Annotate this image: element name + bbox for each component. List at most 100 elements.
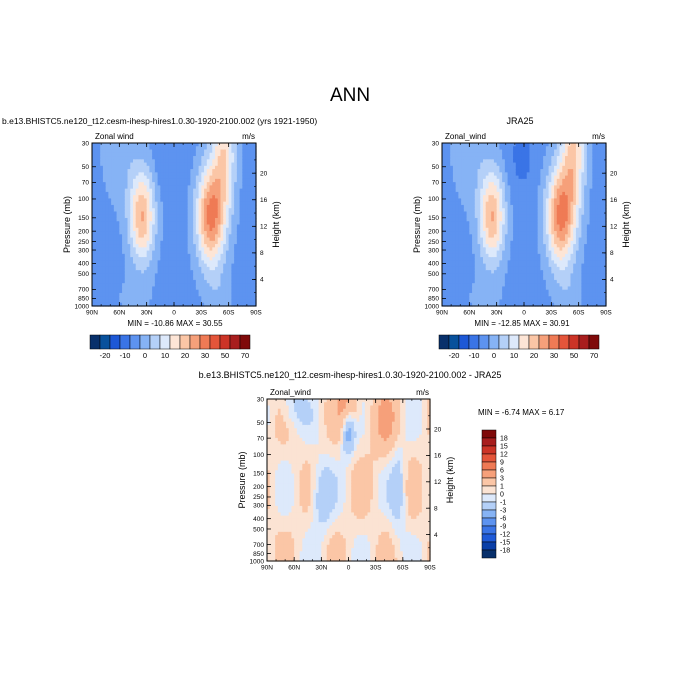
model-cell xyxy=(212,257,216,261)
model-cell xyxy=(111,244,115,248)
model-cell xyxy=(179,188,183,193)
model-cell xyxy=(231,260,235,265)
obs-cell xyxy=(499,257,503,261)
obs-cell xyxy=(442,178,446,183)
model-cell xyxy=(193,169,197,173)
model-cell xyxy=(190,263,194,268)
obs-cell xyxy=(499,260,503,265)
model-cell xyxy=(176,175,181,180)
obs-cell xyxy=(493,182,498,186)
model-cell xyxy=(217,185,222,190)
model-cell xyxy=(182,169,186,173)
model-cell xyxy=(228,208,232,213)
obs-cell xyxy=(496,169,500,173)
model-cell xyxy=(157,185,161,190)
model-cell xyxy=(108,178,112,183)
model-cell xyxy=(223,191,227,196)
obs-cell xyxy=(458,208,462,213)
obs-cell xyxy=(502,237,506,242)
model-cell xyxy=(236,250,241,255)
model-cell xyxy=(253,188,257,193)
obs-cell xyxy=(466,165,470,170)
model-cell xyxy=(225,286,230,291)
obs-cell xyxy=(488,143,492,147)
model-cell xyxy=(250,257,254,261)
model-cell xyxy=(143,270,148,274)
model-cell xyxy=(141,250,145,255)
obs-cell xyxy=(455,244,459,248)
obs-cell xyxy=(474,296,479,301)
obs-cell xyxy=(496,211,500,216)
model-cell xyxy=(206,149,211,154)
obs-cell xyxy=(480,191,484,196)
model-cell xyxy=(97,204,101,209)
obs-cell xyxy=(452,182,457,186)
model-cell xyxy=(102,211,107,216)
model-cell xyxy=(204,240,208,245)
model-cell xyxy=(165,178,170,183)
model-cell xyxy=(92,302,96,307)
model-cell xyxy=(187,146,191,151)
model-cell xyxy=(225,165,230,170)
obs-cell xyxy=(483,146,487,151)
model-cell xyxy=(184,289,189,294)
obs-cell xyxy=(532,178,536,183)
model-cell xyxy=(102,286,107,291)
model-cell xyxy=(141,214,145,219)
obs-cell xyxy=(507,159,511,164)
model-cell xyxy=(102,169,107,173)
model-cell xyxy=(176,234,181,239)
model-cell xyxy=(152,195,156,200)
model-cell xyxy=(160,231,164,235)
model-cell xyxy=(130,257,134,261)
obs-cell xyxy=(447,149,451,154)
obs-cell xyxy=(540,296,544,301)
model-cell xyxy=(215,260,219,265)
model-cell xyxy=(133,263,137,268)
model-cell xyxy=(204,283,208,288)
model-cell xyxy=(108,146,112,151)
obs-cell xyxy=(485,276,490,281)
obs-cell xyxy=(442,211,446,216)
model-cell xyxy=(220,299,224,304)
obs-cell xyxy=(452,276,457,281)
model-cell xyxy=(236,302,241,307)
model-cell xyxy=(223,208,227,213)
model-cell xyxy=(146,211,150,216)
obs-cell xyxy=(444,217,449,222)
model-cell xyxy=(124,188,129,193)
obs-cell xyxy=(540,198,544,203)
model-cell xyxy=(152,211,156,216)
obs-cell xyxy=(442,263,446,268)
model-cell xyxy=(154,201,159,206)
obs-cell xyxy=(491,201,495,206)
model-cell xyxy=(187,211,191,216)
model-cell xyxy=(250,175,254,180)
model-cell xyxy=(190,146,194,151)
model-cell xyxy=(94,178,99,183)
model-colorbar-box xyxy=(109,334,121,350)
model-cell xyxy=(217,198,222,203)
model-cell xyxy=(108,296,112,301)
obs-cell xyxy=(491,234,495,239)
model-cell xyxy=(217,257,222,261)
model-cell xyxy=(143,247,148,252)
obs-cell xyxy=(537,185,541,190)
obs-cell xyxy=(474,289,479,294)
obs-cell xyxy=(483,182,487,186)
x-tick-label: 60N xyxy=(113,310,125,317)
model-cell xyxy=(206,182,211,186)
obs-cell xyxy=(507,289,511,294)
model-cell xyxy=(154,266,159,271)
obs-cell xyxy=(442,143,446,147)
obs-cell xyxy=(458,201,462,206)
model-cell xyxy=(223,156,227,160)
model-cell xyxy=(182,198,186,203)
obs-cell xyxy=(493,159,498,164)
obs-cell xyxy=(493,217,498,222)
obs-cell xyxy=(463,152,468,157)
model-cell xyxy=(206,204,211,209)
model-cell xyxy=(111,240,115,245)
obs-cell xyxy=(513,208,517,213)
obs-cell xyxy=(485,273,490,278)
